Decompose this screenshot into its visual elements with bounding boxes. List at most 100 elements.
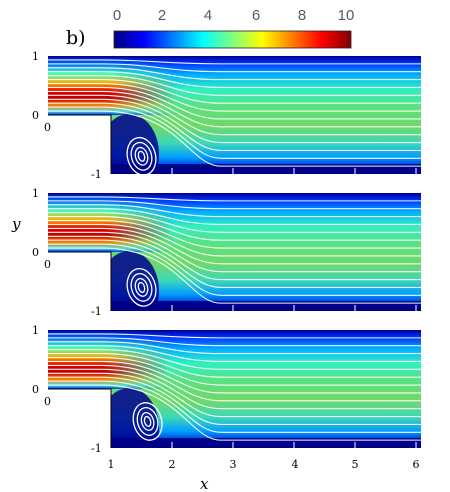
streamline	[48, 239, 421, 288]
y-tick-bottom: -1	[91, 442, 102, 455]
recirculation-zone	[99, 250, 159, 311]
y-tick-bottom: -1	[91, 168, 102, 181]
streamline	[48, 204, 421, 218]
streamline	[48, 59, 421, 65]
x-tick-4: 4	[292, 458, 299, 471]
streamlines	[48, 59, 421, 167]
y-axis-label: y	[11, 215, 21, 233]
bottom-wall-layer	[111, 164, 421, 174]
y-tick-zero: 0	[32, 246, 39, 259]
streamline	[48, 235, 421, 281]
x-axis-ticks: 1 2 3 4 5 6	[108, 458, 420, 471]
bottom-wall-layer	[111, 301, 421, 311]
streamline	[48, 110, 421, 167]
y-tick-top: 1	[32, 187, 39, 200]
x-tick-1: 1	[108, 458, 115, 471]
vortex-streamline	[134, 146, 149, 166]
streamline	[48, 227, 421, 265]
streamline	[48, 200, 421, 210]
streamline	[48, 67, 421, 81]
streamline	[48, 337, 421, 347]
streamline	[48, 360, 421, 394]
x-tick-3: 3	[230, 458, 237, 471]
y-tick-top: 1	[32, 324, 39, 337]
colorbar: 0 2 4 6 8 10	[113, 7, 355, 49]
streamline	[48, 356, 421, 386]
streamline	[48, 212, 421, 233]
panel-2: 1 00 -1	[32, 187, 421, 318]
vortex-streamline	[137, 281, 146, 293]
streamlines	[48, 196, 421, 304]
vortex-streamline	[143, 415, 152, 427]
streamline	[48, 63, 421, 73]
y-tick-top: 1	[32, 50, 39, 63]
streamline	[48, 231, 421, 273]
streamline	[48, 75, 421, 96]
vortex-streamline	[140, 411, 155, 431]
streamlines	[48, 333, 421, 441]
colorbar-tick-5: 10	[338, 7, 355, 24]
streamline	[48, 384, 421, 441]
y-tick-zero: 0	[32, 383, 39, 396]
y-tick-zero: 0	[32, 109, 39, 122]
colorbar-tick-2: 4	[204, 7, 212, 24]
streamline	[48, 71, 421, 89]
x-tick-5: 5	[352, 458, 359, 471]
y-tick-bottom: -1	[91, 305, 102, 318]
streamline	[48, 353, 421, 378]
streamline	[48, 349, 421, 370]
recirculation-zone	[99, 113, 159, 174]
streamline	[48, 247, 421, 304]
vortex-streamline	[130, 272, 153, 302]
streamline	[48, 79, 421, 104]
vortex-streamline	[126, 268, 157, 307]
streamline	[48, 86, 421, 120]
panel-3: 1 00 -1	[32, 324, 421, 455]
y-tick-step-zero: 0	[44, 258, 51, 271]
y-tick-step-zero: 0	[44, 121, 51, 134]
streamline	[48, 219, 421, 249]
vortex-streamline	[134, 277, 149, 297]
streamline	[48, 243, 421, 296]
colorbar-tick-4: 8	[298, 7, 306, 24]
streamline	[48, 376, 421, 425]
streamline	[48, 333, 421, 339]
velocity-hot-core	[48, 56, 421, 115]
colorbar-tick-1: 2	[158, 7, 166, 24]
streamline	[48, 90, 421, 128]
x-axis-label: x	[200, 475, 209, 492]
streamline	[48, 223, 421, 257]
streamline	[48, 82, 421, 112]
colorbar-tick-0: 0	[113, 7, 121, 24]
step-outline	[48, 388, 112, 448]
panel-1: 1 00 -1	[32, 50, 421, 181]
streamline	[48, 196, 421, 202]
streamline	[48, 364, 421, 402]
streamline	[48, 368, 421, 410]
recirculation-zone	[99, 387, 159, 448]
vortex-streamline	[136, 407, 159, 436]
x-tick-2: 2	[169, 458, 176, 471]
vortex-streamline	[130, 141, 153, 171]
streamline	[48, 102, 421, 151]
streamline	[48, 208, 421, 226]
velocity-hot-core	[48, 330, 421, 389]
bottom-wall-layer	[111, 438, 421, 448]
vortex-streamline	[126, 136, 157, 174]
colorbar-bar	[113, 30, 352, 49]
vortex-streamline	[132, 402, 163, 441]
step-outline	[48, 114, 112, 174]
x-tick-6: 6	[413, 458, 420, 471]
vortex-streamline	[137, 150, 146, 162]
streamline	[48, 372, 421, 418]
streamline	[48, 345, 421, 363]
streamline	[48, 380, 421, 433]
streamline	[48, 341, 421, 355]
streamline	[48, 106, 421, 159]
streamline	[48, 216, 421, 241]
streamline	[48, 94, 421, 136]
step-outline	[48, 251, 112, 311]
velocity-hot-core	[48, 193, 421, 252]
